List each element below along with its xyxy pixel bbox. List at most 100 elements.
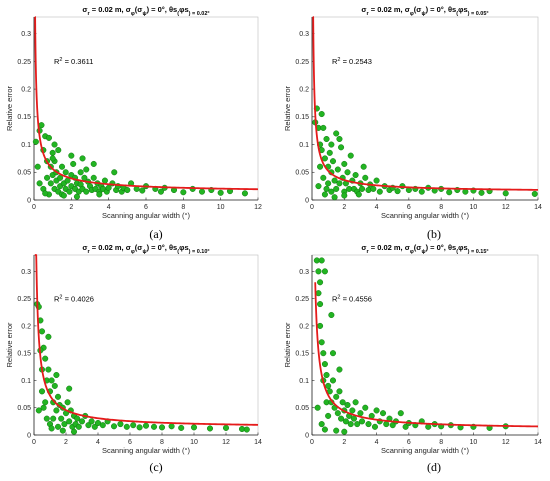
chart-2-title-part: ) = 0.10° (189, 249, 210, 255)
chart-3-x-tick-label: 8 (439, 439, 443, 446)
chart-3-point (349, 407, 356, 414)
chart-0-point (66, 188, 73, 195)
chart-2-x-tick-label: 2 (64, 439, 68, 446)
chart-0-title-part: θ (169, 5, 173, 14)
chart-3-title-part: θ (448, 243, 452, 252)
chart-1-point (355, 191, 362, 198)
chart-1-title-part: σ (405, 5, 410, 14)
chart-1-point (373, 177, 380, 184)
chart-0-title-part: ψ (142, 11, 146, 17)
chart-3-title-part: ) = 0°, (426, 243, 448, 252)
chart-1-y-tick-label: 0.25 (295, 59, 309, 66)
chart-2-point (48, 425, 55, 432)
chart-0-y-tick-label: 0.25 (17, 59, 31, 66)
chart-0-x-tick-label: 6 (144, 204, 148, 211)
chart-3-point (321, 426, 328, 433)
chart-0-point (77, 169, 84, 176)
chart-1-y-axis-label: Relative error (283, 85, 292, 131)
chart-2-r2-sup: 2 (59, 294, 62, 300)
chart-2-point (136, 424, 143, 431)
chart-1: 0 2 4 6 8 10 12 14 0 0.05 0.1 0.15 0.2 0.25 0.3 Scannin… (283, 5, 542, 241)
chart-3-fit-curve (314, 281, 539, 428)
chart-1-title-part: ψ (421, 11, 425, 17)
chart-3-y-tick-label: 0.25 (295, 296, 309, 303)
chart-0-r2-annotation: R2 = 0.3611 (54, 57, 93, 66)
chart-2-point (42, 399, 49, 406)
chart-3-x-axis-label: Scanning angular width (°) (381, 446, 470, 455)
chart-1-point (328, 141, 335, 148)
chart-2-y-tick-label: 0.3 (21, 269, 31, 276)
chart-0-point (101, 177, 108, 184)
chart-0-title-part: φ (179, 5, 185, 14)
chart-0-point (70, 160, 77, 167)
chart-1-point (344, 169, 351, 176)
chart-2: 0 2 4 6 8 10 12 14 0 0.05 0.1 0.15 0.2 0.25 0.3 Scannin… (5, 243, 262, 474)
chart-1-point (325, 180, 332, 187)
chart-1-y-tick-label: 0.1 (299, 142, 309, 149)
chart-2-title-part: φ (131, 249, 135, 255)
chart-1-point (376, 188, 383, 195)
chart-3-title-part: σ (361, 243, 366, 252)
chart-3-title-part: ) = 0.15° (468, 249, 489, 255)
chart-0-point (60, 192, 67, 199)
chart-2-point (150, 423, 158, 430)
chart-1-point (446, 189, 453, 196)
chart-1-point (315, 183, 322, 190)
chart-0-x-tick-label: 2 (69, 204, 73, 211)
chart-2-r2-annotation: R2 = 0.4026 (54, 294, 94, 303)
chart-3-point (329, 350, 337, 357)
chart-3-x-tick-label: 14 (534, 439, 542, 446)
chart-0-point (105, 184, 112, 191)
chart-2-y-tick-label: 0.25 (17, 296, 31, 303)
chart-0-point (32, 138, 39, 145)
chart-0-point (51, 141, 58, 148)
chart-1-point (502, 190, 509, 197)
chart-3-point (342, 418, 349, 425)
chart-3-point (371, 423, 378, 430)
chart-2-point (51, 382, 58, 389)
chart-0-fit-curve (34, 16, 259, 191)
chart-0-point (49, 149, 56, 156)
chart-1-title-part: r (367, 11, 370, 17)
chart-1-title-part: ) = 0°, (426, 5, 448, 14)
chart-1-r2-value: = 0.2543 (340, 57, 372, 66)
chart-1-fit-curve (311, 16, 539, 191)
chart-0-x-tick-label: 8 (181, 204, 185, 211)
chart-1-x-tick-label: 6 (407, 204, 411, 211)
chart-2-point (54, 393, 62, 400)
chart-0-point (47, 180, 54, 187)
chart-2-title-part: ) = 0°, (147, 243, 169, 252)
chart-0-point (45, 134, 52, 141)
chart-2-x-tick-label: 12 (222, 439, 230, 446)
chart-0-y-tick-label: 0 (27, 197, 31, 204)
chart-3-point (329, 377, 337, 384)
chart-0-point (55, 147, 62, 154)
chart-2-panel-label: (c) (149, 460, 162, 474)
chart-1-point (318, 111, 325, 118)
chart-3-point (334, 410, 341, 417)
chart-1-title-part: σ (416, 5, 421, 14)
chart-1-point (370, 185, 377, 192)
chart-2-title-part: σ (137, 243, 142, 252)
chart-2-point (48, 377, 55, 384)
chart-2-x-tick-label: 14 (254, 439, 262, 446)
chart-3-r2-sup: 2 (337, 294, 340, 300)
chart-0-point (111, 169, 118, 176)
chart-1-point (320, 174, 327, 181)
chart-1-point (333, 130, 340, 137)
chart-0-point (157, 188, 164, 195)
chart-0-r2-sup: 2 (59, 57, 62, 63)
chart-1-point (359, 185, 366, 192)
chart-1-y-tick-label: 0 (305, 197, 309, 204)
chart-3-r2-annotation: R2 = 0.4556 (332, 294, 372, 303)
chart-3-point (373, 407, 380, 414)
chart-0-x-tick-label: 0 (32, 204, 36, 211)
chart-3-point (320, 350, 327, 357)
chart-1-point (323, 135, 330, 143)
chart-3-point (317, 322, 324, 329)
chart-1-x-tick-label: 10 (470, 204, 478, 211)
chart-1-r2-r: R (332, 57, 338, 66)
chart-3-title-part: φ (458, 243, 464, 252)
chart-1-point (531, 190, 538, 197)
